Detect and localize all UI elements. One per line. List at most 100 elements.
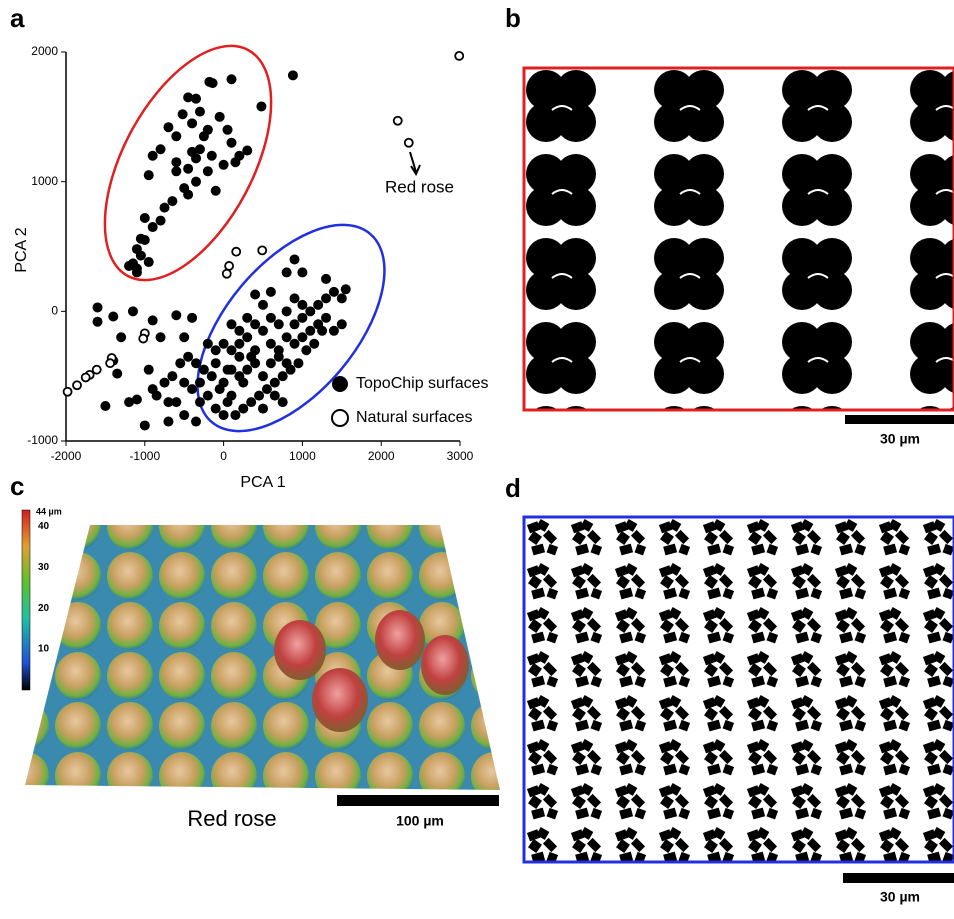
colorbar-tick-label: 20: [38, 603, 50, 614]
point: [211, 404, 221, 414]
point: [144, 257, 154, 267]
point: [156, 332, 166, 342]
point: [199, 365, 209, 375]
point: [171, 310, 181, 320]
point: [187, 384, 197, 394]
pattern-image: [524, 517, 954, 862]
point: [329, 326, 339, 336]
point: [179, 332, 189, 342]
point: [183, 352, 193, 362]
point: [226, 319, 236, 329]
point: [175, 358, 185, 368]
point: [191, 94, 201, 104]
point: [203, 339, 213, 349]
panel-letter: b: [505, 3, 521, 33]
point: [219, 378, 229, 388]
point: [211, 186, 221, 196]
point: [250, 289, 260, 299]
point: [242, 313, 252, 323]
point: [148, 151, 158, 161]
scale-bar-label: 100 µm: [396, 813, 444, 829]
point: [270, 391, 280, 401]
point: [258, 300, 268, 310]
point: [167, 371, 177, 381]
point: [337, 293, 347, 303]
point: [195, 397, 205, 407]
point: [274, 345, 284, 355]
point: [191, 417, 201, 427]
point: [191, 177, 201, 187]
point: [195, 107, 205, 117]
point: [73, 381, 81, 389]
point: [93, 317, 103, 327]
y-tick-label: 1000: [31, 174, 58, 188]
point: [258, 246, 266, 254]
cluster-ellipse: [71, 19, 306, 306]
point: [270, 378, 280, 388]
point: [405, 139, 413, 147]
point: [128, 306, 138, 316]
point: [211, 358, 221, 368]
point: [148, 222, 158, 232]
point: [140, 213, 150, 223]
point: [234, 151, 244, 161]
point: [100, 401, 110, 411]
figure: a b c d PCA 1 PCA 2 Red rose -2000-10000…: [0, 0, 954, 914]
y-tick-label: -1000: [27, 433, 58, 447]
point: [132, 267, 142, 277]
point: [278, 397, 288, 407]
point: [321, 274, 331, 284]
point: [297, 267, 307, 277]
point: [290, 293, 300, 303]
point: [337, 319, 347, 329]
x-tick-label: -1000: [129, 449, 160, 463]
point: [297, 300, 307, 310]
caption: Red rose: [187, 806, 276, 831]
point: [305, 326, 315, 336]
point: [215, 112, 225, 122]
point: [234, 339, 244, 349]
colorbar-tick-label: 40: [38, 521, 50, 532]
point: [297, 332, 307, 342]
y-axis-label: PCA 2: [13, 227, 30, 272]
point: [207, 371, 217, 381]
point: [140, 420, 150, 430]
point: [160, 203, 170, 213]
point: [167, 196, 177, 206]
legend-marker: [332, 410, 348, 426]
point: [144, 170, 154, 180]
point: [187, 118, 197, 128]
point: [187, 313, 197, 323]
panel-letter: a: [10, 3, 25, 33]
point: [246, 352, 256, 362]
point: [183, 190, 193, 200]
point: [242, 365, 252, 375]
point: [171, 157, 181, 167]
point: [258, 326, 268, 336]
point: [238, 404, 248, 414]
point: [171, 166, 181, 176]
point: [230, 410, 240, 420]
point: [234, 326, 244, 336]
point: [297, 313, 307, 323]
point: [258, 404, 268, 414]
legend-label: TopoChip surfaces: [356, 375, 489, 392]
point: [219, 339, 229, 349]
y-tick-label: 2000: [31, 44, 58, 58]
point: [254, 391, 264, 401]
point: [152, 391, 162, 401]
point: [290, 254, 300, 264]
point: [148, 315, 158, 325]
point: [163, 417, 173, 427]
point: [282, 332, 292, 342]
scale-bar-label: 30 µm: [880, 889, 920, 905]
point: [163, 122, 173, 132]
point: [163, 397, 173, 407]
point: [266, 287, 276, 297]
x-tick-label: 1000: [289, 449, 316, 463]
point: [179, 410, 189, 420]
scale-bar: [843, 873, 954, 883]
point: [282, 306, 292, 316]
point: [246, 397, 256, 407]
point: [203, 166, 213, 176]
